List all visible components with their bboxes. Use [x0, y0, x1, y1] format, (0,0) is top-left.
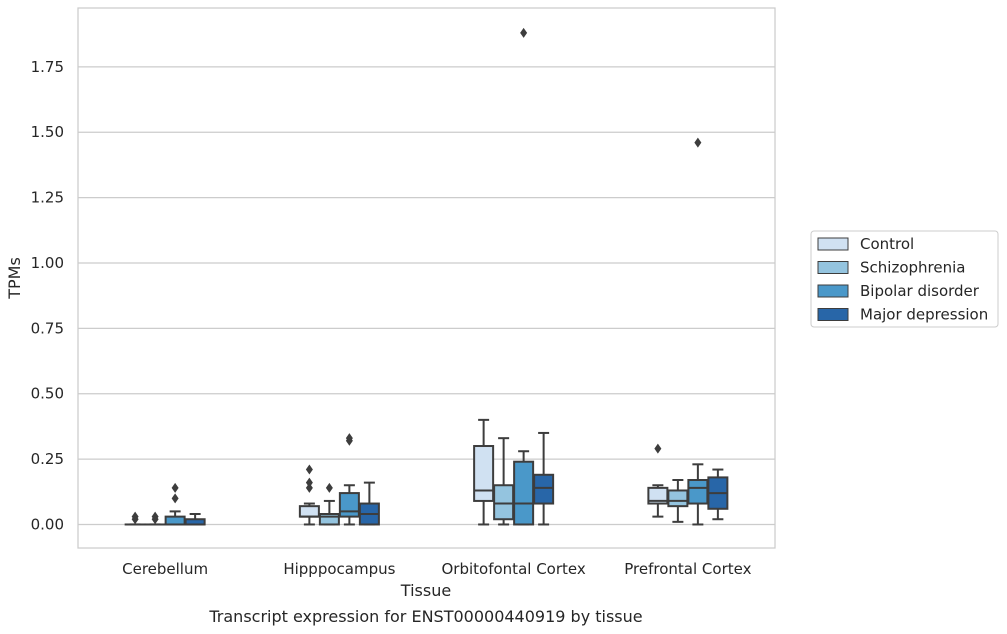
box	[124, 511, 146, 526]
legend-swatch	[817, 237, 849, 251]
outlier-point	[131, 511, 139, 522]
y-tick-label: 0.75	[31, 319, 64, 337]
box	[298, 464, 320, 526]
outlier-point	[345, 433, 353, 444]
outlier-point	[325, 482, 333, 493]
box	[667, 479, 689, 523]
box-body	[533, 473, 555, 505]
box-body	[164, 515, 186, 526]
series-bipolar-disorder	[164, 27, 709, 526]
outlier-point	[151, 511, 159, 522]
box	[647, 443, 669, 518]
x-tick-labels: Cerebellum Hipppocampus Orbitofontal Corte…	[122, 560, 751, 578]
grid-lines	[78, 66, 775, 526]
box	[164, 482, 186, 526]
y-tick-label: 1.75	[31, 58, 64, 76]
box-body	[338, 492, 360, 518]
box	[358, 481, 380, 526]
figure-caption: Transcript expression for ENST0000044091…	[208, 607, 642, 626]
box	[707, 468, 729, 521]
legend-entry: Bipolar disorder	[860, 282, 980, 300]
legend-entry: Major depression	[860, 306, 988, 324]
y-tick-label: 0.00	[31, 515, 64, 533]
legend-swatch	[817, 308, 849, 321]
plot-frame	[77, 7, 776, 549]
box	[493, 437, 515, 526]
box-body	[318, 513, 340, 526]
box-body	[513, 460, 535, 526]
x-axis-label: Tissue	[400, 581, 451, 600]
box	[473, 418, 495, 526]
outlier-point	[654, 443, 662, 454]
y-tick-label: 0.25	[31, 450, 64, 468]
box-body	[473, 445, 495, 502]
x-tick-label: Hipppocampus	[283, 560, 395, 578]
series-schizophrenia	[144, 437, 689, 526]
box-series	[124, 27, 729, 526]
x-tick-label: Cerebellum	[122, 560, 208, 578]
series-major-depression	[184, 431, 729, 526]
box	[533, 431, 555, 526]
outlier-point	[694, 137, 702, 148]
legend-frame	[810, 230, 999, 328]
y-tick-label: 1.25	[31, 189, 64, 207]
legend-entry: Control	[860, 235, 914, 253]
box-body	[667, 489, 689, 508]
box	[184, 513, 206, 526]
box-body	[493, 484, 515, 521]
legend-entry: Schizophrenia	[860, 259, 965, 277]
series-control	[124, 418, 669, 526]
legend: Control Schizophrenia Bipolar disorder Majo…	[810, 230, 999, 328]
x-tick-label: Prefrontal Cortex	[624, 560, 751, 578]
box-body	[687, 479, 709, 505]
legend-swatch	[817, 284, 849, 298]
box	[513, 27, 535, 526]
box	[687, 137, 709, 526]
outlier-point	[305, 464, 313, 475]
y-tick-label: 1.50	[31, 123, 64, 141]
outlier-point	[305, 482, 313, 493]
y-tick-label: 0.50	[31, 385, 64, 403]
outlier-point	[305, 477, 313, 488]
outlier-point	[171, 482, 179, 493]
box	[318, 482, 340, 526]
box-body	[298, 505, 320, 518]
outlier-point	[520, 27, 528, 38]
legend-swatch	[817, 261, 849, 274]
box	[338, 433, 360, 526]
y-tick-labels: 0.00 0.25 0.50 0.75 1.00 1.25 1.50 1.75	[31, 58, 64, 534]
x-tick-label: Orbitofontal Cortex	[442, 560, 586, 578]
y-axis-label: TPMs	[5, 257, 24, 300]
outlier-point	[171, 493, 179, 504]
y-tick-label: 1.00	[31, 254, 64, 272]
box	[144, 511, 166, 526]
